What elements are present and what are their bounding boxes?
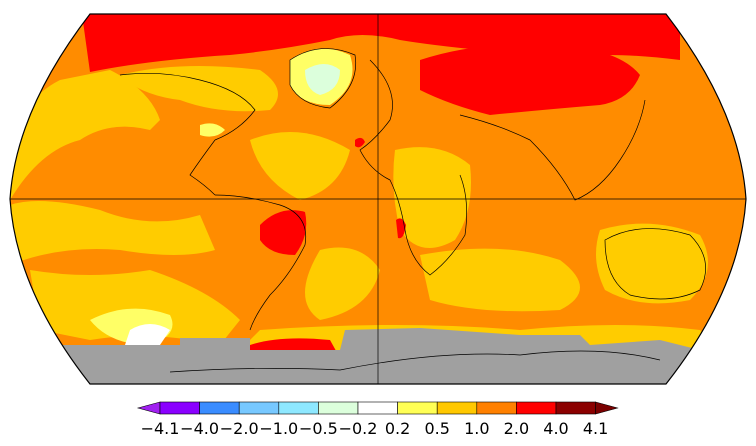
greenland-coast (289, 48, 357, 109)
legend-bin (278, 401, 319, 415)
legend-bin (238, 401, 280, 415)
asia-coast (459, 99, 646, 201)
legend-tick-label: 1.0 (464, 419, 489, 438)
south-atlantic-yellow (305, 247, 380, 320)
legend-arrow-high (595, 401, 619, 415)
coastlines (119, 48, 706, 373)
legend-tick-label: −0.2 (339, 419, 378, 438)
legend-bin (199, 401, 240, 415)
legend-tick-labels: −4.1 −4.0 −2.0 −1.0 −0.5 −0.2 0.2 0.5 1.0 2.0 4.0 4… (141, 419, 609, 438)
indian-ocean-yellow (420, 248, 580, 312)
temperature-anomaly-map (9, 13, 747, 385)
antarctica-coast (169, 350, 661, 373)
australia-yellow (596, 223, 708, 304)
legend-tick-label: 4.0 (543, 419, 568, 438)
legend-bin (516, 401, 557, 415)
legend-bin (318, 401, 359, 415)
north-america-coast (119, 73, 256, 196)
australia-coast (604, 228, 706, 300)
europe-africa-coast (359, 59, 467, 276)
legend-bin (159, 401, 200, 415)
greenland-pale-cyan (305, 64, 340, 95)
legend-arrow-low (136, 401, 161, 415)
legend-bin (476, 401, 517, 415)
eurasia-red (420, 44, 640, 115)
southern-ocean-white (125, 324, 170, 345)
north-pacific-yellow (10, 70, 160, 200)
legend-tick-label: 0.5 (424, 419, 449, 438)
legend-tick-label: −2.0 (220, 419, 259, 438)
central-atlantic-yellow (250, 132, 350, 200)
africa-yellow (393, 147, 471, 248)
east-pacific-yellow (10, 201, 215, 265)
atlantic-red (355, 137, 365, 148)
color-legend: −4.1 −4.0 −2.0 −1.0 −0.5 −0.2 0.2 0.5 1.0 2.0 4.0 4… (136, 401, 619, 438)
legend-bins (136, 401, 619, 415)
legend-bin (397, 401, 438, 415)
legend-bin (436, 401, 478, 415)
legend-tick-label: 2.0 (504, 419, 529, 438)
legend-tick-label: −4.1 (141, 419, 180, 438)
north-america-yellow (120, 66, 278, 112)
legend-tick-label: −0.5 (299, 419, 338, 438)
legend-tick-label: −1.0 (259, 419, 298, 438)
south-america-red (260, 210, 307, 255)
north-atlantic-light-yellow (200, 123, 225, 137)
south-pacific-yellow (30, 270, 240, 345)
legend-bin (357, 401, 398, 415)
legend-bin (555, 401, 596, 415)
globe-outline (9, 13, 747, 385)
legend-tick-label: 0.2 (385, 419, 410, 438)
legend-tick-label: −4.0 (180, 419, 219, 438)
legend-tick-label: 4.1 (583, 419, 608, 438)
arctic-red (80, 14, 680, 72)
